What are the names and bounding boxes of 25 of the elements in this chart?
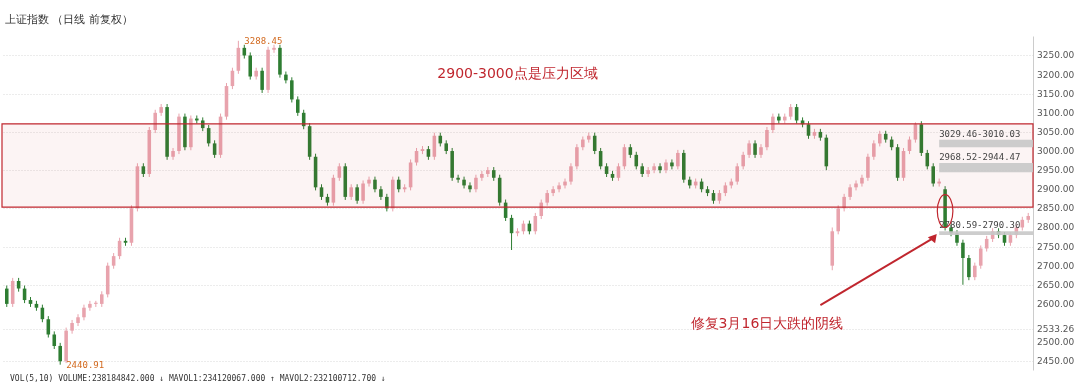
annotation: 2900-3000点是压力区域 <box>437 65 598 81</box>
annotation: 2440.91 <box>66 359 105 370</box>
y-tick-label: 3100.00 <box>1037 107 1075 118</box>
y-tick-label: 3000.00 <box>1037 146 1075 157</box>
chart-title: 上证指数 （日线 前复权） <box>5 13 133 26</box>
y-tick-label: 2900.00 <box>1037 184 1075 195</box>
y-tick-label: 3050.00 <box>1037 126 1075 137</box>
y-tick-label: 2650.00 <box>1037 279 1075 290</box>
text: VOL(5,10) VOLUME:238184842.000 ↓ MAVOL1:234120067.000 ↑ MAVOL2:232100712.700 ↓ <box>10 374 386 383</box>
y-tick-label: 2500.00 <box>1037 337 1075 348</box>
y-tick-label: 3200.00 <box>1037 69 1075 80</box>
y-tick-label: 2700.00 <box>1037 260 1075 271</box>
y-tick-label: 3150.00 <box>1037 88 1075 99</box>
band-label: 3029.46-3010.03 <box>939 128 1021 139</box>
annotation: 3288.45 <box>244 35 283 46</box>
y-tick-label: 2533.26 <box>1037 324 1075 335</box>
y-tick-label: 3250.00 <box>1037 50 1075 61</box>
y-tick-label: 2750.00 <box>1037 241 1075 252</box>
y-tick-label: 2800.00 <box>1037 222 1075 233</box>
y-tick-label: 2450.00 <box>1037 356 1075 367</box>
y-tick-label: 2600.00 <box>1037 298 1075 309</box>
annotation: 修复3月16日大跌的阴线 <box>690 315 844 331</box>
y-tick-label: 2950.00 <box>1037 165 1075 176</box>
band-label: 2968.52-2944.47 <box>939 152 1021 163</box>
y-tick-label: 2850.00 <box>1037 203 1075 214</box>
